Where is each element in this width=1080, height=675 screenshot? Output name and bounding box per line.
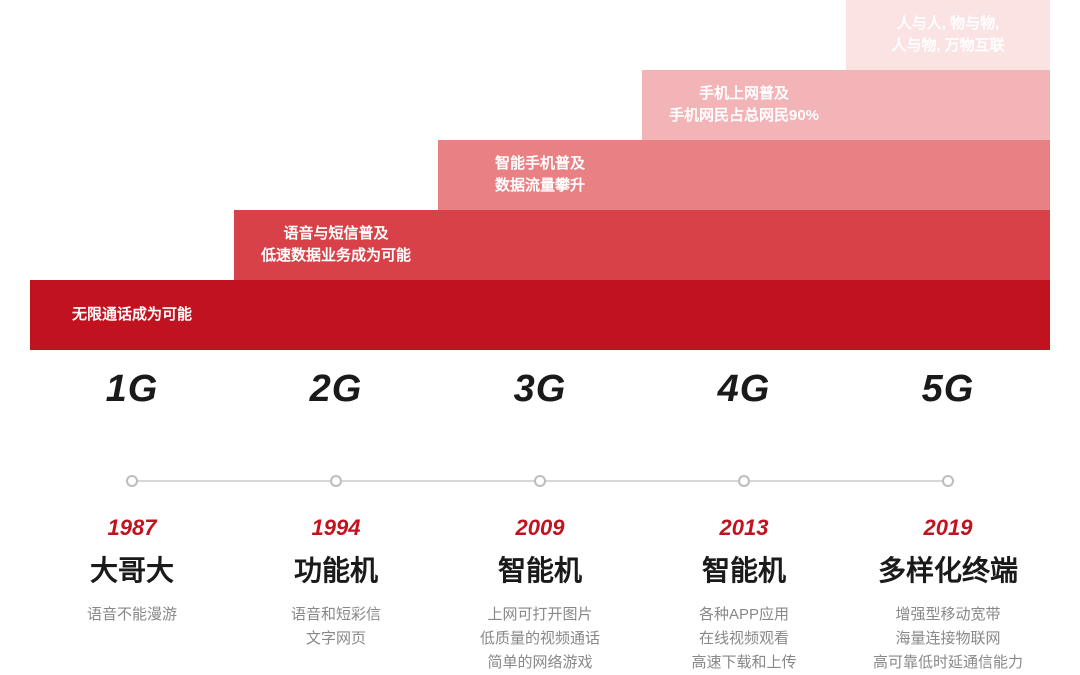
timeline-dot — [738, 475, 750, 487]
gen-label-col-1G: 1G — [30, 350, 234, 411]
generation-label: 4G — [642, 368, 846, 411]
device-label: 智能机 — [642, 549, 846, 589]
detail-col-3G: 2009 智能机上网可打开图片 低质量的视频通话 简单的网络游戏 — [438, 491, 642, 675]
timeline-dot — [330, 475, 342, 487]
gen-label-col-3G: 3G — [438, 350, 642, 411]
stair-fill — [846, 210, 1050, 280]
timeline — [30, 471, 1050, 491]
device-label: 多样化终端 — [846, 549, 1050, 589]
device-label: 智能机 — [438, 549, 642, 589]
stair-top-caption: 语音与短信普及 低速数据业务成为可能 — [234, 210, 438, 280]
generation-label: 3G — [438, 368, 642, 411]
stair-top-caption: 人与人, 物与物, 人与物, 万物互联 — [846, 0, 1050, 70]
stair-top-caption: 无限通话成为可能 — [30, 280, 234, 350]
stair-fill — [438, 280, 642, 350]
year-label: 2019 — [846, 515, 1050, 541]
year-label: 1994 — [234, 515, 438, 541]
generation-row: 1G2G3G4G5G — [30, 350, 1050, 411]
stair-fill — [642, 140, 846, 210]
device-label: 功能机 — [234, 549, 438, 589]
detail-row: 1987大哥大语音不能漫游1994功能机语音和短彩信 文字网页2009智能机上网… — [30, 491, 1050, 675]
generation-label: 2G — [234, 368, 438, 411]
gen-label-col-4G: 4G — [642, 350, 846, 411]
description: 增强型移动宽带 海量连接物联网 高可靠低时延通信能力 — [846, 603, 1050, 675]
stair-fill — [642, 280, 846, 350]
detail-col-1G: 1987 大哥大语音不能漫游 — [30, 491, 234, 675]
stair-fill — [846, 280, 1050, 350]
generation-label: 5G — [846, 368, 1050, 411]
detail-col-5G: 2019 多样化终端增强型移动宽带 海量连接物联网 高可靠低时延通信能力 — [846, 491, 1050, 675]
stair-fill — [846, 140, 1050, 210]
stair-column-4G: 手机上网普及 手机网民占总网民90% — [642, 70, 846, 350]
stair-column-2G: 语音与短信普及 低速数据业务成为可能 — [234, 210, 438, 350]
stair-fill — [438, 210, 642, 280]
timeline-dot — [534, 475, 546, 487]
description: 上网可打开图片 低质量的视频通话 简单的网络游戏 — [438, 603, 642, 675]
gen-label-col-2G: 2G — [234, 350, 438, 411]
timeline-dot — [126, 475, 138, 487]
year-label: 1987 — [30, 515, 234, 541]
year-label: 2013 — [642, 515, 846, 541]
detail-col-2G: 1994 功能机语音和短彩信 文字网页 — [234, 491, 438, 675]
device-label: 大哥大 — [30, 549, 234, 589]
stair-top-caption: 智能手机普及 数据流量攀升 — [438, 140, 642, 210]
stair-column-5G: 人与人, 物与物, 人与物, 万物互联 — [846, 0, 1050, 350]
stair-column-3G: 智能手机普及 数据流量攀升 — [438, 140, 642, 350]
stair-fill — [846, 70, 1050, 140]
stair-fill — [234, 280, 438, 350]
stair-fill — [642, 210, 846, 280]
infographic-root: 无限通话成为可能语音与短信普及 低速数据业务成为可能智能手机普及 数据流量攀升手… — [0, 0, 1080, 674]
timeline-dot — [942, 475, 954, 487]
stair-top-caption: 手机上网普及 手机网民占总网民90% — [642, 70, 846, 140]
generation-label: 1G — [30, 368, 234, 411]
stair-column-1G: 无限通话成为可能 — [30, 280, 234, 350]
stair-chart: 无限通话成为可能语音与短信普及 低速数据业务成为可能智能手机普及 数据流量攀升手… — [30, 0, 1050, 350]
description: 各种APP应用 在线视频观看 高速下载和上传 — [642, 603, 846, 675]
description: 语音不能漫游 — [30, 603, 234, 627]
gen-label-col-5G: 5G — [846, 350, 1050, 411]
year-label: 2009 — [438, 515, 642, 541]
description: 语音和短彩信 文字网页 — [234, 603, 438, 651]
detail-col-4G: 2013 智能机各种APP应用 在线视频观看 高速下载和上传 — [642, 491, 846, 675]
